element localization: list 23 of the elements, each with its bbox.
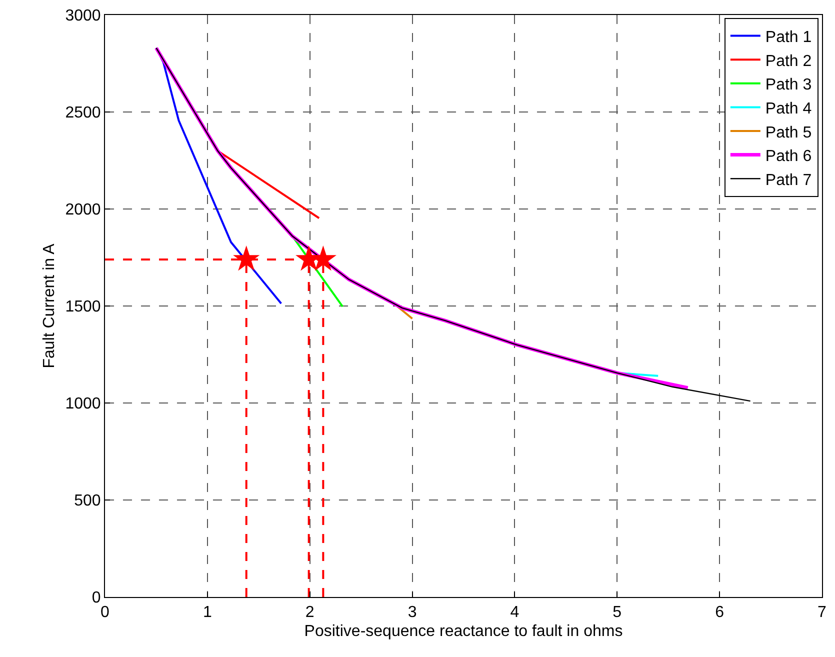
legend-label: Path 1 (765, 29, 812, 46)
x-tick-label: 1 (202, 604, 212, 622)
y-tick-label: 0 (92, 590, 101, 607)
legend-label: Path 5 (765, 124, 812, 142)
x-tick-label: 4 (510, 604, 520, 622)
x-tick-label: 7 (818, 604, 827, 622)
legend-label: Path 6 (765, 148, 812, 166)
y-tick-label: 500 (74, 492, 101, 510)
y-tick-label: 2000 (65, 202, 101, 219)
y-tick-label: 2500 (65, 104, 101, 122)
legend-label: Path 3 (765, 76, 812, 94)
x-tick-label: 2 (305, 604, 314, 622)
y-tick-label: 3000 (65, 8, 101, 25)
y-tick-label: 1500 (65, 298, 101, 316)
legend-label: Path 2 (765, 52, 812, 70)
x-tick-label: 3 (408, 604, 417, 622)
y-axis-title: Fault Current in A (41, 243, 58, 368)
x-tick-label: 6 (715, 604, 724, 622)
legend-label: Path 7 (765, 172, 812, 189)
x-axis-title: Positive-sequence reactance to fault in ohms (304, 622, 623, 640)
y-tick-label: 1000 (65, 396, 101, 413)
x-tick-label: 5 (612, 604, 622, 622)
legend-label: Path 4 (765, 100, 812, 118)
